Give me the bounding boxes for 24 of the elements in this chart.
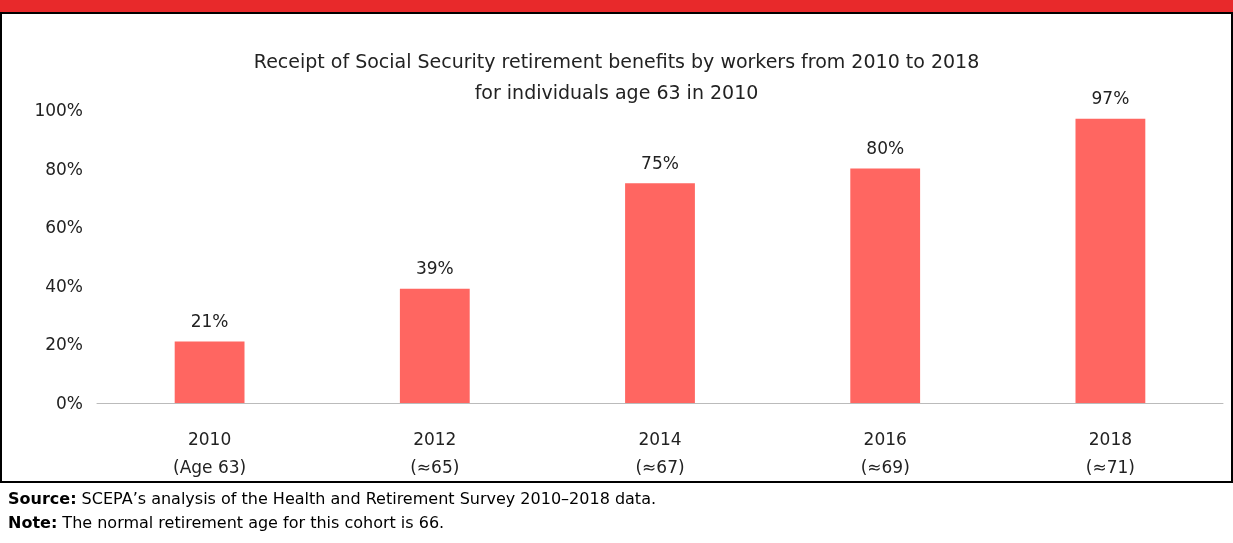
data-label: 39% [415, 258, 454, 279]
y-tick-label: 60% [45, 217, 83, 238]
bar [625, 183, 695, 403]
data-label: 80% [866, 138, 905, 159]
bar [174, 341, 245, 403]
data-label: 97% [1091, 88, 1130, 109]
bar [1075, 118, 1146, 403]
bar [399, 288, 470, 403]
source-note: Source: SCEPA’s analysis of the Health and Retirement Survey 2010–2018 data. [8, 488, 657, 510]
chart-title: Receipt of Social Security retirement benefits by workers from 2010 to 2018 for individuals age 63 in 2010 [253, 49, 980, 103]
x-tick-label: 2010 (Age 63) [173, 429, 247, 477]
y-tick-label: 20% [45, 334, 83, 355]
y-tick-label: 80% [45, 158, 83, 179]
text: Note: The normal retirement age for this cohort is 66. [8, 512, 446, 534]
y-tick-label: 40% [45, 275, 83, 296]
bar [850, 168, 921, 403]
data-label: 21% [190, 310, 229, 331]
x-tick-label: 2018 (≈71) [1085, 429, 1135, 477]
x-tick-label: 2012 (≈65) [410, 429, 460, 477]
y-tick-label: 0% [56, 393, 83, 413]
x-tick-label: 2016 (≈69) [860, 429, 910, 477]
y-tick-label: 100% [34, 100, 83, 120]
x-tick-label: 2014 (≈67) [635, 429, 685, 477]
data-label: 75% [641, 152, 679, 173]
